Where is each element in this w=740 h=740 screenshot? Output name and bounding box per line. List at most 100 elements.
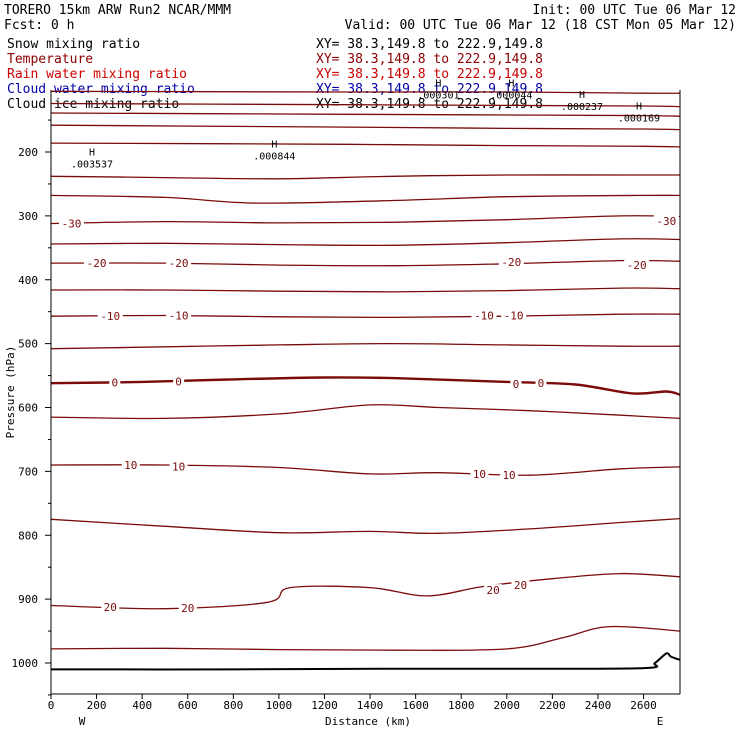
y-tick-label: 300	[18, 210, 38, 223]
contour-label: -10	[100, 310, 120, 323]
y-tick-label: 800	[18, 529, 38, 542]
temperature-contour-line	[50, 376, 681, 396]
contour-label-bg	[624, 259, 650, 272]
temperature-contour-line	[50, 342, 681, 350]
maximum-value: .003537	[71, 159, 113, 170]
contour-label: 10	[502, 469, 515, 482]
x-axis-title: Distance (km)	[325, 715, 411, 728]
temperature-contour-line	[50, 102, 681, 108]
contour-label: 20	[181, 602, 194, 615]
temperature-contour-line	[50, 404, 681, 420]
contour-labels: -30 -30 -20 -20 -20 -20 -10 -10 -10 -10 0 0 0 0 10 10 10…	[59, 214, 679, 615]
contour-label-bg	[166, 309, 192, 322]
contour-label-bg	[84, 257, 110, 270]
temperature-contour-line	[50, 572, 681, 610]
temperature-contour-line	[50, 174, 680, 180]
contour-label-bg	[470, 467, 489, 480]
contour-label-bg	[510, 377, 522, 390]
contour-label: 0	[513, 378, 520, 391]
legend-field-label: Temperature	[7, 52, 93, 67]
header-init-time: Init: 00 UTC Tue 06 Mar 12	[533, 3, 737, 18]
maximum-marker-h: H	[89, 147, 95, 158]
x-tick-label: 1200	[311, 699, 338, 712]
y-tick-label: 1000	[12, 657, 39, 670]
y-tick-label: 200	[18, 146, 38, 159]
maximum-marker-h: H	[508, 78, 514, 89]
temperature-contour-line	[50, 124, 681, 131]
y-tick-label: 400	[18, 274, 38, 287]
x-tick-label: 2600	[630, 699, 657, 712]
x-tick-label: 1800	[448, 699, 475, 712]
x-tick-label: 2000	[494, 699, 521, 712]
contour-label-bg	[173, 375, 185, 388]
contour-label-bg	[59, 217, 85, 230]
temperature-contour-line	[50, 625, 681, 651]
x-tick-label: 400	[132, 699, 152, 712]
temperature-contour-line	[50, 142, 681, 148]
contour-label: -20	[169, 257, 189, 270]
contour-label: 10	[124, 459, 137, 472]
header-valid-time: Valid: 00 UTC Tue 06 Mar 12 (18 CST Mon …	[345, 18, 736, 33]
temperature-contour-line	[50, 313, 681, 319]
legend-field-xy: XY= 38.3,149.8 to 222.9,149.8	[316, 37, 543, 52]
temperature-contours	[50, 90, 681, 651]
legend-field-label: Snow mixing ratio	[7, 37, 140, 52]
temperature-contour-line	[50, 194, 681, 204]
contour-label-bg	[121, 458, 140, 471]
maximum-value: .000844	[253, 152, 295, 163]
contour-label-bg	[178, 602, 197, 615]
contour-label: 10	[172, 460, 185, 473]
contour-label-bg	[97, 310, 123, 323]
contour-label: 20	[104, 601, 117, 614]
contour-label: 20	[514, 579, 527, 592]
x-tick-label: 1000	[266, 699, 293, 712]
temperature-contour-line	[50, 259, 681, 267]
contour-label: -30	[656, 215, 676, 228]
contour-label: 0	[538, 377, 545, 390]
contour-label-bg	[166, 257, 192, 270]
x-tick-label: 2400	[585, 699, 612, 712]
west-label: W	[79, 715, 86, 728]
x-tick-label: 600	[178, 699, 198, 712]
y-axis-ticks: 200 300 400 500 600 700 800 900 1000	[12, 119, 51, 696]
contour-label-bg	[498, 255, 524, 268]
contour-label-bg	[109, 376, 121, 389]
header-forecast-hour: Fcst: 0 h	[4, 18, 74, 33]
contour-label: -10	[474, 310, 494, 323]
temperature-contour-line	[50, 112, 681, 117]
x-tick-label: 800	[223, 699, 243, 712]
y-tick-label: 500	[18, 338, 38, 351]
contour-label: 10	[473, 468, 486, 481]
contour-label: -20	[87, 257, 107, 270]
header-run-info: TORERO 15km ARW Run2 NCAR/MMM	[4, 3, 231, 18]
x-tick-label: 2200	[539, 699, 566, 712]
maximum-value: .000237	[561, 102, 603, 113]
temperature-contour-line	[50, 215, 681, 225]
maximum-marker-h: H	[271, 140, 277, 151]
contour-label: -20	[627, 259, 647, 272]
contour-label: -30	[62, 218, 82, 231]
legend-field-xy: XY= 38.3,149.8 to 222.9,149.8	[316, 82, 543, 97]
legend-field-label: Cloud ice mixing ratio	[7, 97, 179, 112]
contour-label-bg	[535, 377, 547, 390]
maximum-value: .000169	[618, 113, 660, 124]
contour-label-bg	[511, 579, 530, 592]
contour-label-bg	[653, 214, 679, 227]
contour-label-bg	[471, 309, 497, 322]
temperature-contour-line	[50, 238, 681, 247]
legend-field-xy: XY= 38.3,149.8 to 222.9,149.8	[316, 52, 543, 67]
legend-field-xy: XY= 38.3,149.8 to 222.9,149.8	[316, 67, 543, 82]
x-tick-label: 1600	[402, 699, 429, 712]
contour-label-bg	[101, 600, 120, 613]
temperature-contour-line	[50, 464, 681, 476]
maximum-marker-h: H	[435, 78, 441, 89]
legend-field-label: Cloud water mixing ratio	[7, 82, 195, 97]
contour-label: -20	[501, 256, 521, 269]
terrain-surface-line	[50, 652, 681, 671]
legend-field-label: Rain water mixing ratio	[7, 67, 187, 82]
contour-label-bg	[169, 460, 188, 473]
x-tick-label: 200	[87, 699, 107, 712]
y-tick-label: 700	[18, 465, 38, 478]
east-label: E	[657, 715, 664, 728]
